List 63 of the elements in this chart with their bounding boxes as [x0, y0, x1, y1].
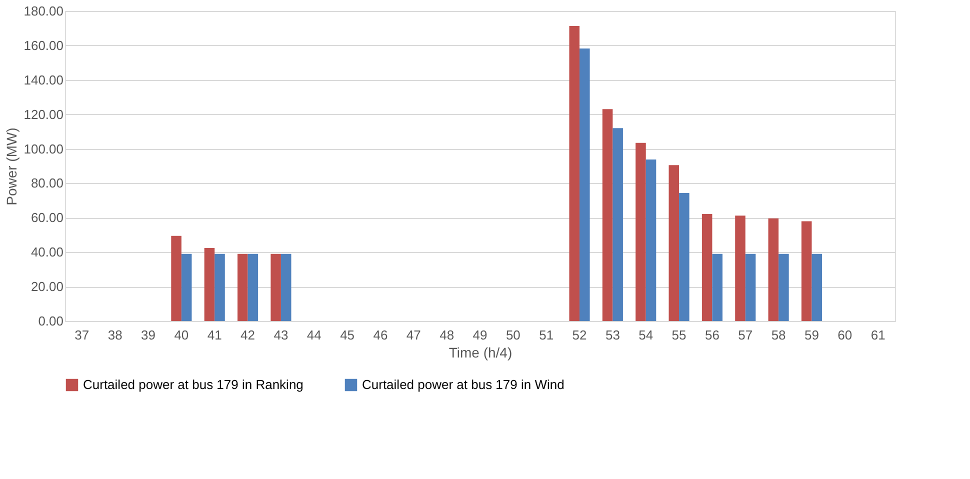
x-tick-label: 59 [804, 328, 819, 342]
x-tick-label: 52 [572, 328, 587, 342]
bar [679, 193, 690, 321]
x-tick-label: 55 [672, 328, 686, 342]
x-tick-label: 60 [838, 328, 852, 342]
x-tick-label: 38 [108, 328, 122, 342]
bar [668, 165, 680, 321]
x-tick-label: 58 [771, 328, 786, 342]
bar [569, 26, 580, 321]
x-axis-title: Time (h/4) [448, 344, 512, 360]
x-tick-label: 45 [340, 328, 355, 342]
bar [612, 128, 623, 321]
y-tick-label: 20.00 [30, 279, 64, 294]
bar [181, 254, 192, 321]
legend-label: Curtailed power at bus 179 in Wind [362, 377, 564, 392]
x-tick-label: 57 [738, 328, 753, 342]
bar [248, 254, 258, 321]
x-tick-label: 37 [74, 328, 90, 342]
y-tick-label: 100.00 [24, 141, 64, 156]
bar [646, 159, 656, 321]
bar [778, 254, 789, 321]
bar [171, 236, 182, 321]
bar [602, 109, 613, 321]
y-tick-label: 40.00 [30, 244, 64, 260]
bar [580, 48, 590, 321]
bar [270, 254, 281, 321]
y-tick-label: 0.00 [38, 314, 64, 328]
bar [801, 221, 812, 321]
y-tick-label: 180.00 [24, 4, 64, 18]
bar [702, 214, 712, 321]
x-tick-label: 49 [472, 328, 488, 342]
x-tick-label: 41 [207, 328, 222, 342]
x-tick-label: 43 [274, 328, 288, 342]
y-tick-label: 160.00 [24, 38, 64, 53]
bar [712, 254, 722, 321]
x-tick-label: 46 [373, 328, 388, 342]
bar [636, 142, 646, 321]
x-tick-label: 50 [506, 328, 520, 342]
x-tick-label: 51 [539, 328, 554, 342]
x-tick-label: 54 [638, 328, 654, 342]
bar [238, 254, 248, 321]
bar [280, 254, 292, 321]
x-tick-label: 42 [240, 328, 256, 342]
x-tick-label: 39 [141, 328, 156, 342]
x-tick-label: 40 [174, 328, 189, 342]
legend-label: Curtailed power at bus 179 in Ranking [83, 377, 304, 392]
x-tick-label: 47 [406, 328, 421, 342]
x-tick-label: 48 [440, 328, 454, 342]
y-tick-label: 80.00 [30, 176, 64, 191]
y-tick-label: 120.00 [24, 106, 64, 122]
y-tick-label: 140.00 [24, 72, 64, 88]
bar [204, 248, 215, 321]
x-tick-label: 61 [870, 328, 886, 342]
x-tick-label: 44 [306, 328, 322, 342]
bar [812, 254, 822, 321]
bar [214, 254, 225, 321]
x-tick-label: 53 [605, 328, 620, 342]
bar [745, 254, 756, 321]
bar [735, 216, 746, 321]
x-tick-label: 56 [704, 328, 720, 342]
y-tick-label: 60.00 [30, 210, 64, 226]
y-axis-title: Power (MW) [4, 128, 20, 206]
bar [768, 218, 779, 321]
